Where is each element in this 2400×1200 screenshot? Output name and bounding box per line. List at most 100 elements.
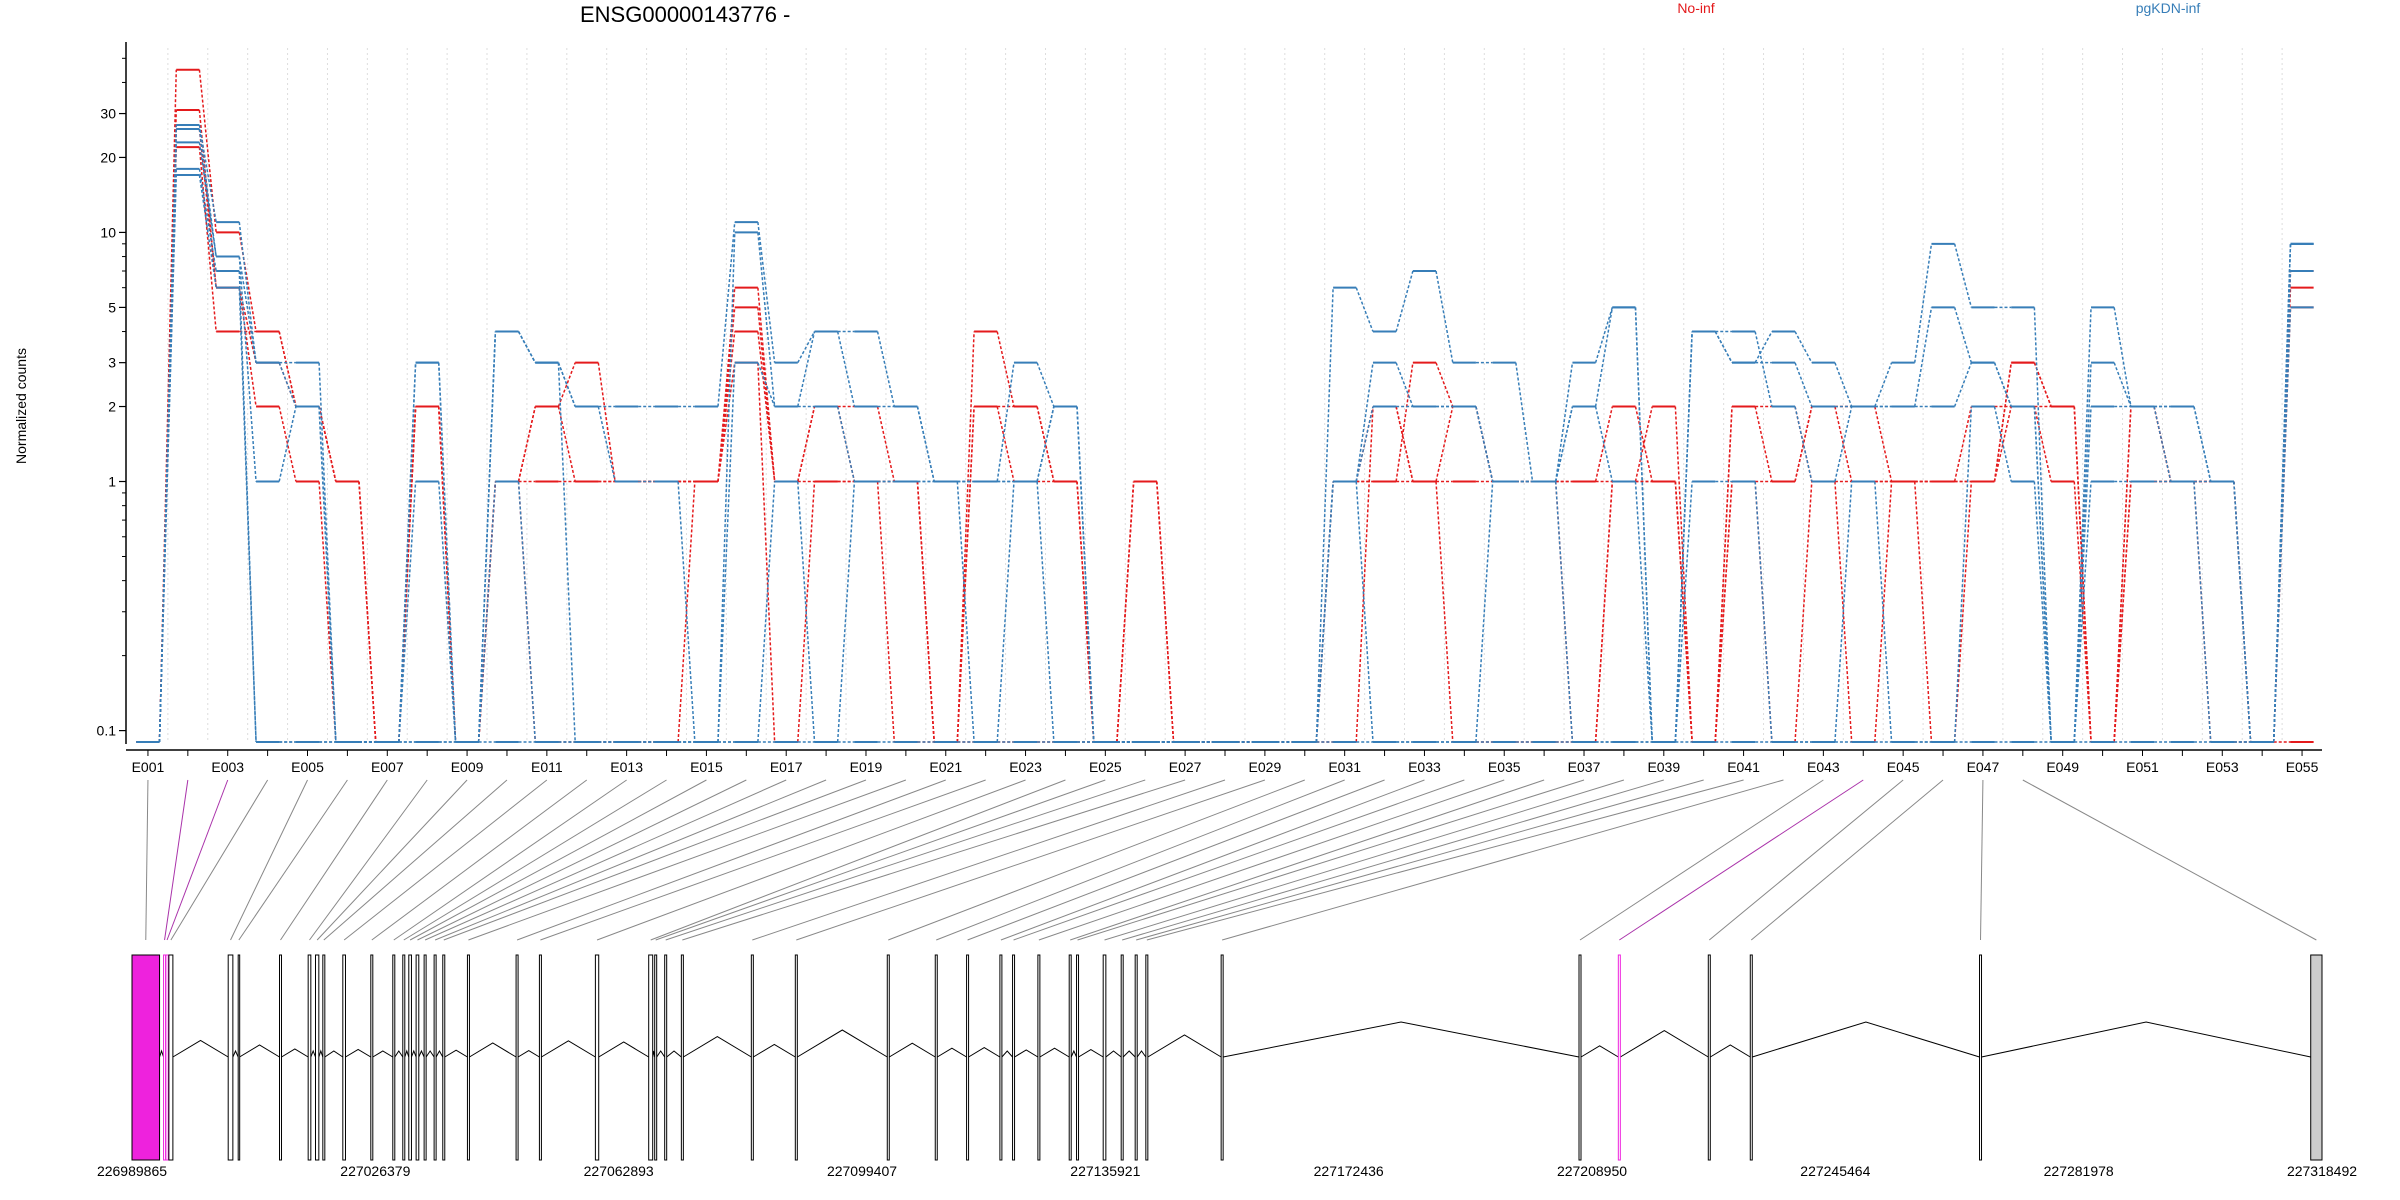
exon-connector xyxy=(1104,779,1625,941)
x-tick-label: E005 xyxy=(291,759,324,775)
x-tick-label: E031 xyxy=(1328,759,1361,775)
series-no-inf-4 xyxy=(136,146,2314,743)
series-connector xyxy=(1156,481,1175,743)
intron-line xyxy=(1710,1044,1751,1058)
x-tick-label: E001 xyxy=(132,759,165,775)
series-connector xyxy=(1554,406,1574,482)
exon-box xyxy=(370,954,374,1161)
exon-connector xyxy=(280,779,388,941)
x-tick-label: E037 xyxy=(1568,759,1601,775)
series-pgkdn-inf-7 xyxy=(136,141,2314,743)
series-connector xyxy=(956,481,975,743)
x-tick-label: E007 xyxy=(371,759,404,775)
exon-connector-lines xyxy=(145,779,2317,941)
series-connector xyxy=(238,287,257,363)
exon-connector xyxy=(230,779,308,941)
series-connector xyxy=(2113,406,2132,743)
exon-box xyxy=(1120,954,1124,1161)
x-tick-label: E041 xyxy=(1727,759,1760,775)
series-connector xyxy=(1993,362,2012,407)
exon-box xyxy=(466,954,470,1161)
intron-line xyxy=(1981,1021,2311,1058)
exon-box xyxy=(664,954,668,1161)
x-tick-label: E011 xyxy=(531,759,563,775)
intron-line xyxy=(239,1044,280,1058)
exon-box xyxy=(1220,954,1224,1161)
exon-connector xyxy=(1708,779,1904,941)
series-connector xyxy=(557,362,576,407)
intron-line xyxy=(444,1049,468,1058)
y-tick-label: 5 xyxy=(108,299,116,315)
exon-box xyxy=(934,954,938,1161)
exon-connector xyxy=(1980,779,1984,941)
series-connector xyxy=(1993,406,2012,482)
series-connector xyxy=(757,222,776,363)
intron-line xyxy=(1078,1049,1104,1058)
series-connector xyxy=(2033,481,2052,743)
legend-no-inf: No-inf xyxy=(1677,0,1714,16)
series-connector xyxy=(2272,243,2292,743)
exon-box xyxy=(442,954,446,1161)
exon-connector xyxy=(682,779,1186,941)
series-connector xyxy=(2073,362,2092,743)
series-pgkdn-inf-6 xyxy=(136,128,2314,743)
series-no-inf-3 xyxy=(136,128,2314,743)
exon-connector xyxy=(796,779,1266,941)
series-connector xyxy=(1714,331,1733,364)
coordinate-label: 227281978 xyxy=(2044,1163,2114,1179)
series-connector xyxy=(198,124,217,223)
exon-box xyxy=(165,954,169,1161)
intron-line xyxy=(1122,1050,1136,1058)
series-connector xyxy=(1674,406,1693,743)
series-connector xyxy=(1116,481,1135,743)
series-connector xyxy=(1315,287,1334,743)
series-connector xyxy=(1036,481,1055,743)
series-connector xyxy=(1953,481,1973,743)
exon-box xyxy=(342,954,346,1161)
series-connector xyxy=(1395,270,1414,332)
intron-line xyxy=(1105,1050,1122,1058)
series-connector xyxy=(1714,406,1733,743)
series-connector xyxy=(1475,481,1494,743)
intron-line xyxy=(404,1049,410,1058)
intron-line xyxy=(1580,1045,1619,1058)
series-connector xyxy=(1395,362,1414,482)
series-connector xyxy=(198,142,217,257)
series-connector xyxy=(1953,406,1973,743)
x-tick-label: E035 xyxy=(1488,759,1521,775)
exon-connector xyxy=(1619,779,1864,941)
exon-box xyxy=(227,954,234,1161)
series-connector xyxy=(238,287,257,743)
series-connector xyxy=(358,481,377,743)
series-connector xyxy=(916,481,935,743)
series-connector xyxy=(757,232,776,407)
exon-box xyxy=(2310,954,2323,1161)
series-connector xyxy=(1355,406,1374,743)
x-tick-label: E003 xyxy=(211,759,244,775)
series-connector xyxy=(1953,362,1973,407)
series-connector xyxy=(1993,406,2012,482)
exon-box xyxy=(654,954,658,1161)
exon-box xyxy=(1707,954,1711,1161)
series-connector xyxy=(1634,307,1653,743)
exon-box xyxy=(966,954,970,1161)
series-connector xyxy=(1953,243,1973,308)
coordinate-label: 227208950 xyxy=(1557,1163,1627,1179)
intron-line xyxy=(418,1049,425,1058)
x-tick-label: E027 xyxy=(1169,759,1202,775)
series-connector xyxy=(1834,406,1853,482)
exon-connector xyxy=(1136,779,1704,941)
series-connector xyxy=(477,331,497,743)
series-connector xyxy=(1754,331,1773,364)
series-connector xyxy=(757,481,776,743)
exon-connector xyxy=(936,779,1345,941)
plot-axes: 0.1 1 2 3 5 10 20 30 xyxy=(97,42,2322,751)
coordinate-label: 227245464 xyxy=(1800,1163,1870,1179)
series-connector xyxy=(238,256,257,482)
series-connector xyxy=(1913,481,1933,743)
intron-line xyxy=(968,1047,1001,1058)
gene-model xyxy=(131,954,2323,1161)
series-connector xyxy=(398,481,417,743)
exon-box xyxy=(1145,954,1149,1161)
series-connector xyxy=(198,147,217,332)
